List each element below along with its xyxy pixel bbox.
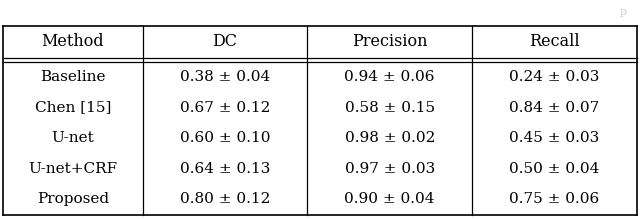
Text: 0.98 ± 0.02: 0.98 ± 0.02	[344, 131, 435, 145]
Text: 0.45 ± 0.03: 0.45 ± 0.03	[509, 131, 600, 145]
Text: 0.84 ± 0.07: 0.84 ± 0.07	[509, 101, 600, 115]
Text: 0.75 ± 0.06: 0.75 ± 0.06	[509, 192, 600, 206]
Text: Precision: Precision	[352, 34, 428, 50]
Text: U-net+CRF: U-net+CRF	[28, 162, 118, 176]
Text: Baseline: Baseline	[40, 70, 106, 84]
Text: 0.38 ± 0.04: 0.38 ± 0.04	[180, 70, 270, 84]
Text: Proposed: Proposed	[37, 192, 109, 206]
Text: 0.97 ± 0.03: 0.97 ± 0.03	[344, 162, 435, 176]
Text: p: p	[620, 7, 627, 17]
Text: Recall: Recall	[529, 34, 580, 50]
Text: 0.24 ± 0.03: 0.24 ± 0.03	[509, 70, 600, 84]
Text: 0.50 ± 0.04: 0.50 ± 0.04	[509, 162, 600, 176]
Text: 0.94 ± 0.06: 0.94 ± 0.06	[344, 70, 435, 84]
Text: 0.67 ± 0.12: 0.67 ± 0.12	[180, 101, 270, 115]
Text: 0.64 ± 0.13: 0.64 ± 0.13	[180, 162, 270, 176]
Text: 0.60 ± 0.10: 0.60 ± 0.10	[180, 131, 270, 145]
Text: U-net: U-net	[52, 131, 94, 145]
Text: Method: Method	[42, 34, 104, 50]
Text: 0.80 ± 0.12: 0.80 ± 0.12	[180, 192, 270, 206]
Text: 0.90 ± 0.04: 0.90 ± 0.04	[344, 192, 435, 206]
Text: Chen [15]: Chen [15]	[35, 101, 111, 115]
Text: 0.58 ± 0.15: 0.58 ± 0.15	[344, 101, 435, 115]
Text: DC: DC	[212, 34, 237, 50]
